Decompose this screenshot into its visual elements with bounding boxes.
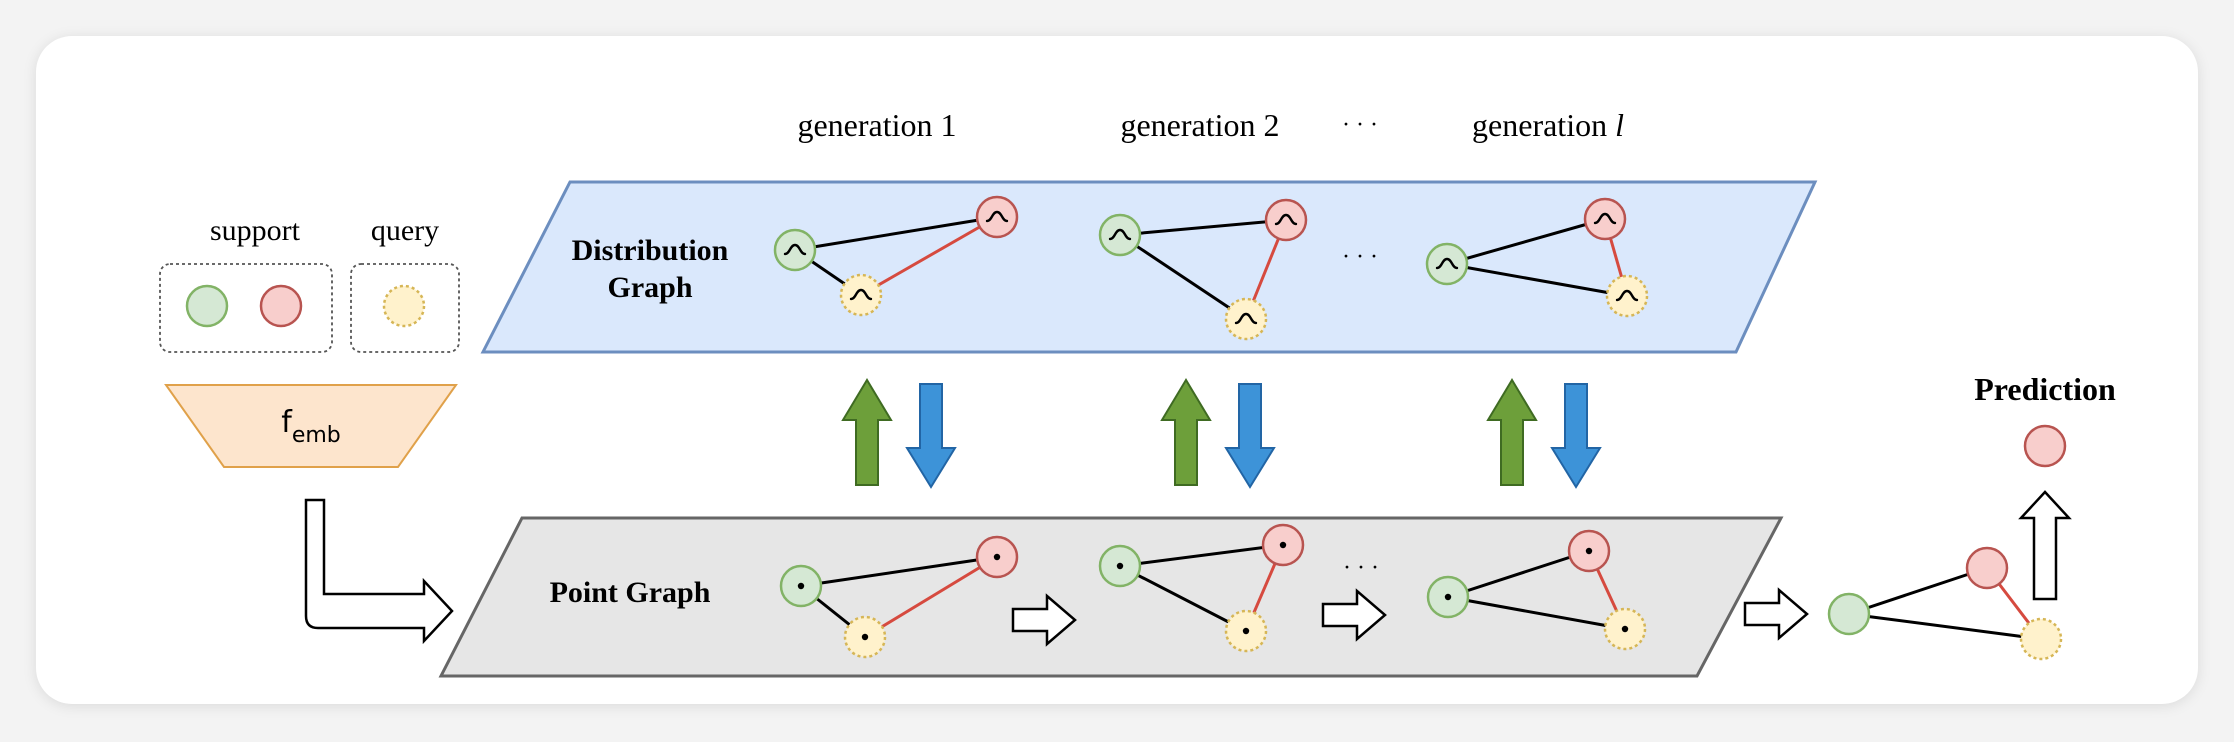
dist-genl-green-node xyxy=(1425,242,1469,286)
ellipsis-top: · · · xyxy=(1342,112,1378,138)
dist-gen2-green-node xyxy=(1098,213,1142,257)
prediction-arrow xyxy=(2018,490,2072,601)
embedding-main: f xyxy=(281,405,293,440)
down-arrow-genl xyxy=(1550,383,1602,489)
dist-genl-query-node xyxy=(1605,274,1649,318)
embedding-to-point-arrow xyxy=(304,498,454,645)
final-green-node xyxy=(1827,592,1871,636)
final-query-node xyxy=(2019,617,2063,661)
generation-2-title: generation 2 xyxy=(1120,107,1279,143)
down-arrow-gen1 xyxy=(905,383,957,489)
generation-l-prefix: generation xyxy=(1472,107,1615,143)
ellipsis-distribution: · · · xyxy=(1342,244,1378,270)
distribution-graph-label-line2: Graph xyxy=(607,271,692,304)
support-legend-box xyxy=(159,263,333,353)
generation-l-variable: l xyxy=(1615,107,1624,143)
support-node-green xyxy=(185,284,229,328)
prediction-label: Prediction xyxy=(1974,371,2116,407)
point-graph-plane xyxy=(438,516,1784,678)
distribution-graph-label-line1: Distribution xyxy=(572,234,729,267)
up-arrow-gen1 xyxy=(841,378,893,486)
dist-gen1-green-node xyxy=(773,228,817,272)
next-generation-arrow-2 xyxy=(1321,588,1387,642)
exchange-arrows-genl xyxy=(1486,378,1602,489)
exchange-arrows-gen1 xyxy=(841,378,957,489)
embedding-label: femb xyxy=(281,405,341,448)
distribution-graph-gen1 xyxy=(773,195,1019,317)
generation-l-title: generation l xyxy=(1472,107,1624,143)
point-graph-gen2 xyxy=(1098,523,1305,653)
dist-gen2-query-node xyxy=(1224,297,1268,341)
prediction-node xyxy=(2023,424,2067,468)
ellipsis-point: · · · xyxy=(1343,555,1379,581)
dist-gen2-red-node xyxy=(1264,198,1308,242)
up-arrow-gen2 xyxy=(1160,378,1212,486)
point-graph-genl xyxy=(1426,529,1647,651)
point-graph-gen1 xyxy=(779,535,1019,659)
embedding-module xyxy=(164,384,458,468)
final-graph xyxy=(1827,546,2063,661)
dist-genl-red-node xyxy=(1583,197,1627,241)
query-legend-box xyxy=(350,263,460,353)
support-label: support xyxy=(210,214,301,247)
distribution-graph-plane xyxy=(480,180,1818,354)
exchange-arrows-gen2 xyxy=(1160,378,1276,489)
final-red-node xyxy=(1965,546,2009,590)
down-arrow-gen2 xyxy=(1224,383,1276,489)
dist-gen1-query-node xyxy=(839,273,883,317)
support-node-red xyxy=(259,284,303,328)
embedding-sub: emb xyxy=(292,423,341,448)
up-arrow-genl xyxy=(1486,378,1538,486)
distribution-graph-gen2 xyxy=(1098,198,1308,341)
generation-1-title: generation 1 xyxy=(797,107,956,143)
query-label: query xyxy=(371,214,439,247)
next-generation-arrow-1 xyxy=(1011,593,1077,647)
point-graph-label: Point Graph xyxy=(550,576,711,609)
to-prediction-arrow xyxy=(1743,587,1809,641)
dist-gen1-red-node xyxy=(975,195,1019,239)
query-node xyxy=(382,284,426,328)
distribution-graph-genl xyxy=(1425,197,1649,318)
